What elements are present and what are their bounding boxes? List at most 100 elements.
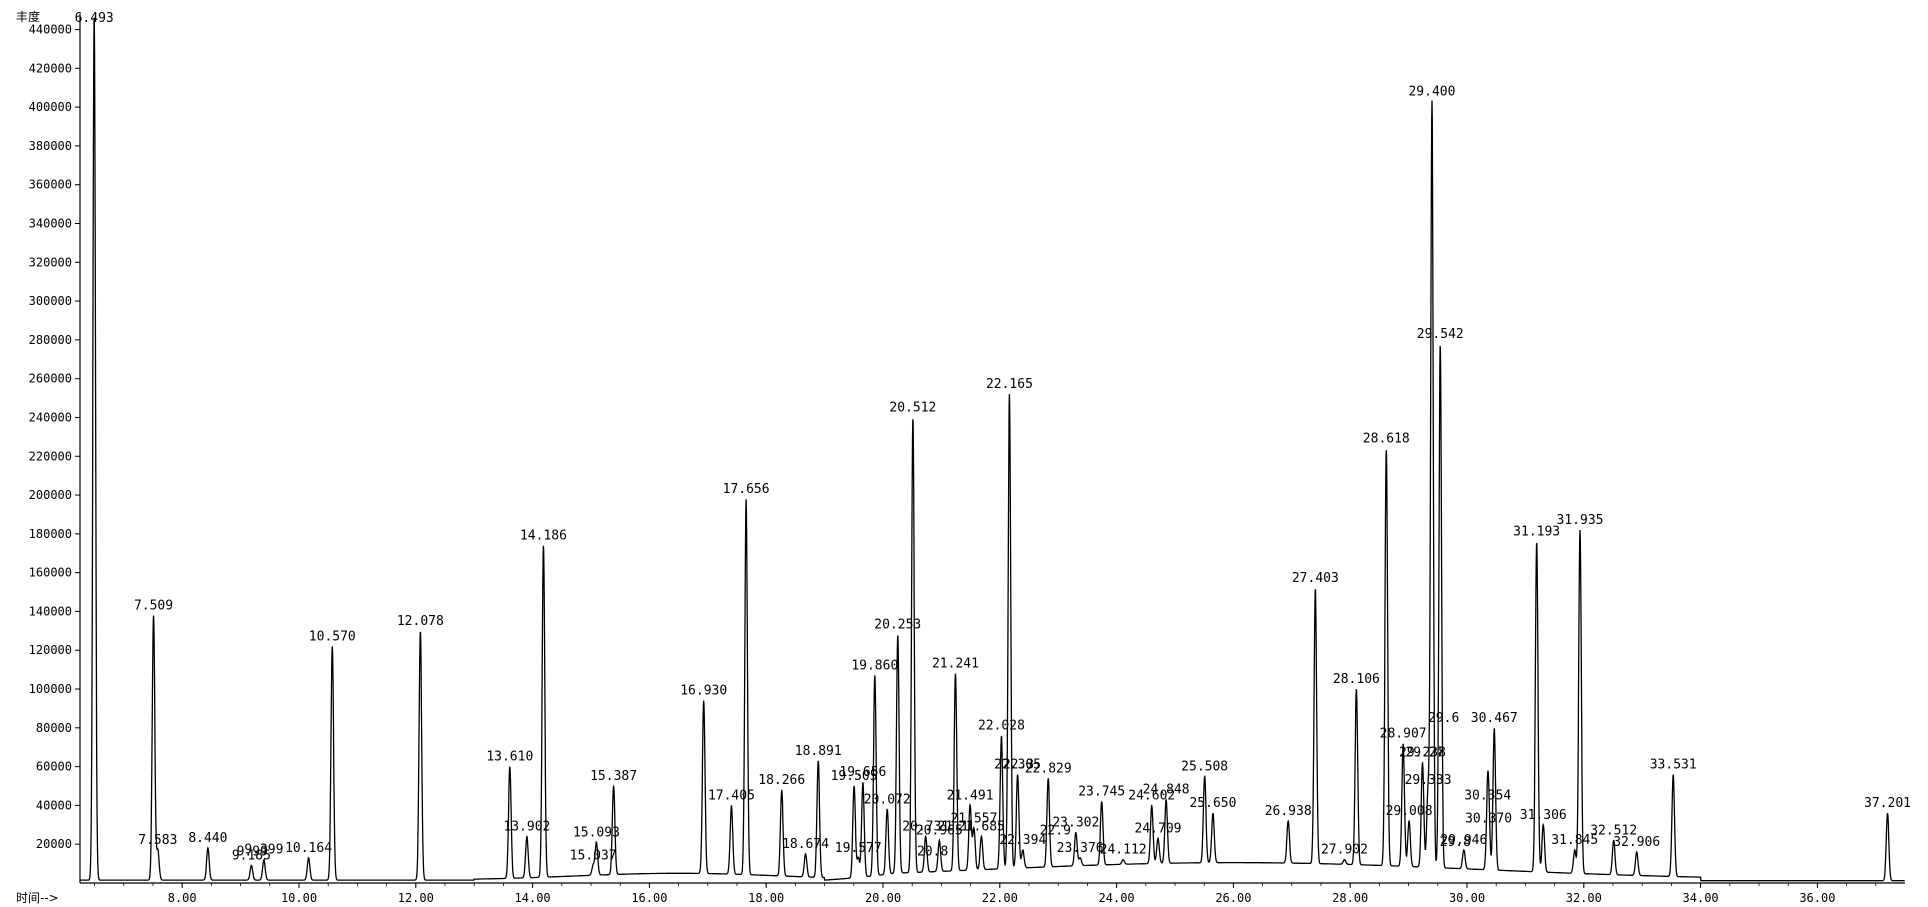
peak-label-partial: 21.1 — [937, 819, 968, 834]
peak-label: 12.078 — [397, 614, 444, 629]
peak-label: 24.848 — [1143, 783, 1190, 798]
x-tick-label: 16.00 — [631, 891, 667, 905]
peak-label-partial: 9.99 — [237, 845, 268, 860]
peak-label: 7.509 — [134, 598, 173, 613]
x-tick-label: 10.00 — [281, 891, 317, 905]
y-tick-label: 300000 — [29, 294, 72, 308]
peak-label: 28.907 — [1380, 726, 1427, 741]
peak-label: 18.674 — [782, 837, 829, 852]
y-tick-label: 140000 — [29, 604, 72, 618]
y-axis-title: 丰度 — [16, 9, 40, 24]
peak-label: 20.731 — [902, 819, 949, 834]
y-tick-label: 120000 — [29, 643, 72, 657]
peak-label: 14.186 — [520, 528, 567, 543]
peak-label: 29.542 — [1417, 327, 1464, 342]
peak-label: 21.685 — [958, 819, 1005, 834]
chromatogram-trace — [80, 17, 1905, 882]
y-tick-label: 260000 — [29, 372, 72, 386]
peak-label: 29.946 — [1440, 833, 1487, 848]
x-axis-ticks: 8.00 10.00 12.00 14.00 16.00 18.00 20.00 22.00 2… — [94, 883, 1877, 905]
y-axis-ticks: 20000 40000 60000 80000 100000 120000 140000 16… — [29, 23, 80, 851]
y-tick-label: 320000 — [29, 255, 72, 269]
peak-label: 37.201 — [1864, 796, 1911, 811]
x-tick-label: 14.00 — [515, 891, 551, 905]
peak-label: 20.072 — [864, 792, 911, 807]
peak-label: 30.370 — [1465, 812, 1512, 827]
y-tick-label: 80000 — [36, 721, 72, 735]
peak-label: 16.930 — [680, 684, 727, 699]
x-tick-label: 20.00 — [865, 891, 901, 905]
peak-label: 31.193 — [1513, 525, 1560, 540]
peak-label: 23.376 — [1057, 841, 1104, 856]
peak-label: 24.602 — [1128, 788, 1175, 803]
peak-label: 29.008 — [1386, 804, 1433, 819]
peak-label: 22.829 — [1025, 761, 1072, 776]
peak-label: 24.112 — [1100, 843, 1147, 858]
x-tick-label: 12.00 — [398, 891, 434, 905]
x-tick-label: 22.00 — [982, 891, 1018, 905]
peak-label: 31.935 — [1557, 513, 1604, 528]
y-tick-label: 240000 — [29, 410, 72, 424]
peak-label: 19.656 — [839, 765, 886, 780]
y-tick-label: 60000 — [36, 760, 72, 774]
peak-label: 29.333 — [1405, 773, 1452, 788]
peak-label: 33.531 — [1650, 757, 1697, 772]
peak-label: 26.938 — [1265, 804, 1312, 819]
peak-label: 30.354 — [1464, 788, 1511, 803]
peak-label-partial: 29.27 — [1405, 746, 1444, 761]
peak-label: 31.845 — [1551, 833, 1598, 848]
y-tick-label: 360000 — [29, 178, 72, 192]
peak-label: 22.165 — [986, 377, 1033, 392]
peak-label: 21.557 — [950, 812, 997, 827]
y-tick-label: 40000 — [36, 798, 72, 812]
peak-label: 8.440 — [188, 831, 227, 846]
y-tick-label: 200000 — [29, 488, 72, 502]
peak-label: 31.306 — [1520, 808, 1567, 823]
y-tick-label: 440000 — [29, 23, 72, 37]
peak-label: 22.394 — [999, 833, 1046, 848]
y-tick-label: 340000 — [29, 216, 72, 230]
y-tick-label: 180000 — [29, 527, 72, 541]
y-tick-label: 380000 — [29, 139, 72, 153]
y-tick-label: 100000 — [29, 682, 72, 696]
peak-label: 28.618 — [1363, 432, 1410, 447]
peak-label: 18.266 — [758, 773, 805, 788]
peak-label: 6.493 — [75, 11, 114, 26]
peak-label: 23.745 — [1078, 785, 1125, 800]
peak-label: 27.403 — [1292, 571, 1339, 586]
peak-label: 9.185 — [232, 849, 271, 864]
peak-label: 10.164 — [285, 841, 332, 856]
peak-label: 17.656 — [723, 482, 770, 497]
x-tick-label: 36.00 — [1799, 891, 1835, 905]
peak-label: 18.891 — [795, 744, 842, 759]
peak-label: 13.902 — [503, 819, 550, 834]
peak-label: 24.709 — [1135, 821, 1182, 836]
peak-label: 19.860 — [851, 658, 898, 673]
peak-label: 21.491 — [947, 788, 994, 803]
peak-label: 15.387 — [590, 769, 637, 784]
peak-label: 30.467 — [1471, 711, 1518, 726]
y-tick-label: 400000 — [29, 100, 72, 114]
peak-label: 13.610 — [486, 750, 533, 765]
y-tick-label: 280000 — [29, 333, 72, 347]
peak-label: 15.037 — [570, 849, 617, 864]
x-tick-label: 24.00 — [1099, 891, 1135, 905]
peak-label: 10.570 — [309, 629, 356, 644]
x-tick-label: 30.00 — [1449, 891, 1485, 905]
peak-label: 28.106 — [1333, 672, 1380, 687]
peak-label: 29.400 — [1408, 84, 1455, 99]
peak-label: 19.577 — [835, 841, 882, 856]
peak-label: 21.241 — [932, 657, 979, 672]
peak-label: 20.512 — [889, 400, 936, 415]
peak-label: 22.028 — [978, 719, 1025, 734]
y-tick-label: 420000 — [29, 61, 72, 75]
x-tick-label: 8.00 — [168, 891, 197, 905]
x-tick-label: 32.00 — [1566, 891, 1602, 905]
x-tick-label: 18.00 — [748, 891, 784, 905]
peak-label: 17.405 — [708, 788, 755, 803]
peak-label: 27.902 — [1321, 843, 1368, 858]
peak-label: 9.399 — [244, 843, 283, 858]
peak-label: 20.965 — [916, 823, 963, 838]
peak-label: 19.505 — [831, 769, 878, 784]
y-tick-label: 20000 — [36, 837, 72, 851]
